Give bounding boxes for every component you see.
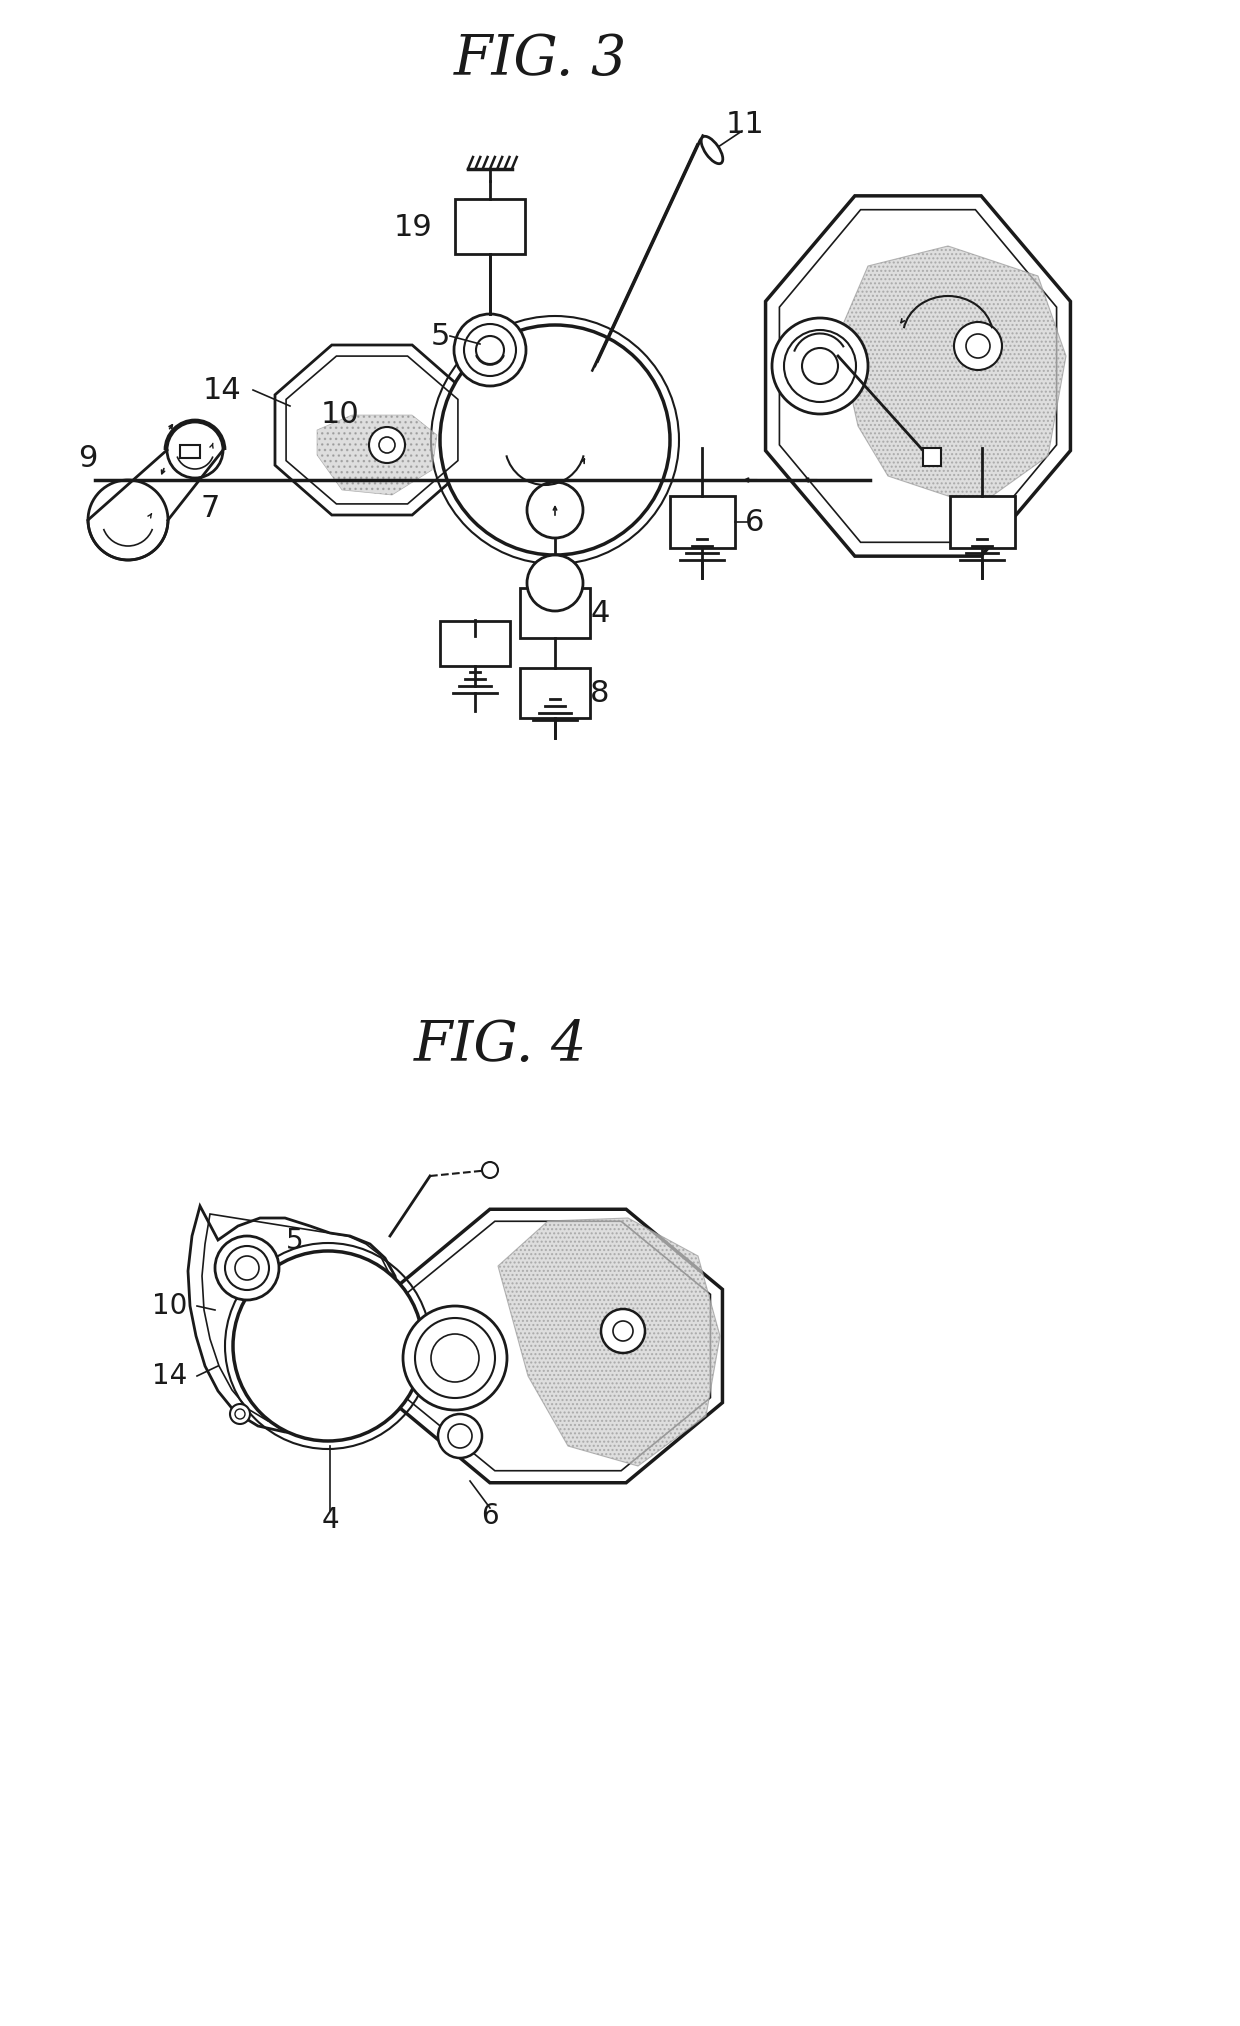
Bar xyxy=(455,199,525,253)
Ellipse shape xyxy=(701,136,723,164)
Circle shape xyxy=(773,318,868,413)
Circle shape xyxy=(379,438,396,454)
Bar xyxy=(180,446,200,458)
Polygon shape xyxy=(498,1218,720,1467)
Circle shape xyxy=(601,1309,645,1353)
Bar xyxy=(440,622,510,667)
Polygon shape xyxy=(188,1205,402,1434)
Circle shape xyxy=(438,1414,482,1459)
Text: 5: 5 xyxy=(286,1228,304,1254)
Circle shape xyxy=(403,1307,507,1410)
Circle shape xyxy=(613,1321,632,1341)
Text: 14: 14 xyxy=(202,375,242,405)
Circle shape xyxy=(966,334,990,359)
Circle shape xyxy=(784,330,856,401)
Circle shape xyxy=(440,324,670,555)
Circle shape xyxy=(224,1246,269,1291)
Circle shape xyxy=(482,1163,498,1177)
Text: 7: 7 xyxy=(201,494,219,523)
Circle shape xyxy=(448,1424,472,1449)
Circle shape xyxy=(415,1319,495,1398)
Circle shape xyxy=(236,1256,259,1280)
Text: 5: 5 xyxy=(430,322,450,350)
Text: 9: 9 xyxy=(78,444,98,472)
Bar xyxy=(520,669,590,717)
Polygon shape xyxy=(317,415,436,494)
Circle shape xyxy=(215,1236,279,1301)
Polygon shape xyxy=(838,245,1066,506)
Polygon shape xyxy=(393,1210,723,1483)
Text: 6: 6 xyxy=(481,1501,498,1530)
Circle shape xyxy=(802,348,838,385)
Text: 10: 10 xyxy=(321,399,360,430)
Circle shape xyxy=(233,1250,423,1440)
Circle shape xyxy=(432,1333,479,1382)
Text: 4: 4 xyxy=(321,1505,339,1534)
Text: FIG. 3: FIG. 3 xyxy=(454,32,626,87)
Circle shape xyxy=(167,421,223,478)
Bar xyxy=(923,448,941,466)
Circle shape xyxy=(370,427,405,464)
Bar xyxy=(950,496,1016,547)
Text: 11: 11 xyxy=(725,109,764,138)
Text: 19: 19 xyxy=(393,213,433,241)
Bar xyxy=(670,496,735,547)
Circle shape xyxy=(88,480,167,559)
Bar xyxy=(520,588,590,638)
Circle shape xyxy=(229,1404,250,1424)
Polygon shape xyxy=(765,197,1070,557)
Text: 10: 10 xyxy=(153,1293,187,1321)
Text: 14: 14 xyxy=(153,1361,187,1390)
Circle shape xyxy=(954,322,1002,371)
Polygon shape xyxy=(275,344,469,515)
Text: 4: 4 xyxy=(590,598,610,628)
Circle shape xyxy=(527,555,583,612)
Circle shape xyxy=(454,314,526,387)
Circle shape xyxy=(476,336,503,365)
Circle shape xyxy=(464,324,516,377)
Text: 8: 8 xyxy=(590,679,610,707)
Circle shape xyxy=(527,482,583,539)
Text: 6: 6 xyxy=(745,506,765,537)
Circle shape xyxy=(236,1408,246,1418)
Text: FIG. 4: FIG. 4 xyxy=(413,1019,587,1074)
